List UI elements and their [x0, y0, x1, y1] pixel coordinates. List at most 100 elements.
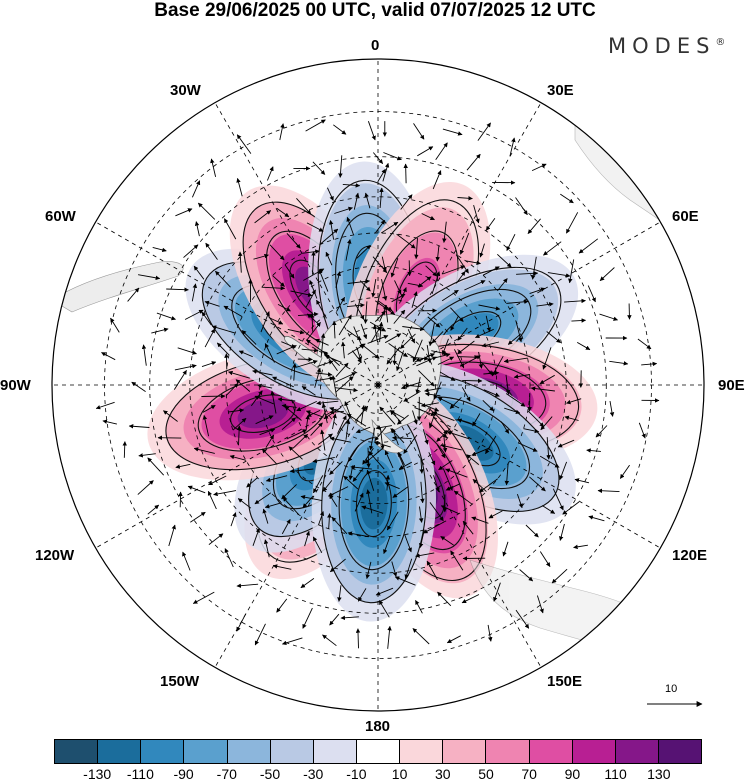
- wind-vector: [122, 441, 127, 458]
- wind-vector: [387, 625, 392, 649]
- colorbar-swatch: [184, 740, 228, 763]
- wind-vector: [335, 372, 357, 383]
- wind-vector: [559, 523, 565, 541]
- wind-vector: [442, 437, 448, 453]
- colorbar: [54, 739, 702, 764]
- wind-vector: [504, 463, 510, 486]
- wind-vector: [392, 486, 409, 498]
- wind-vector: [518, 442, 538, 452]
- wind-vector: [419, 457, 424, 474]
- wind-vector: [318, 433, 333, 445]
- wind-vector: [449, 397, 462, 409]
- wind-vector: [536, 595, 544, 614]
- wind-vector: [407, 329, 416, 344]
- wind-vector: [457, 327, 468, 341]
- wind-vector: [292, 433, 308, 449]
- wind-vector: [519, 569, 534, 582]
- wind-vector: [320, 333, 326, 357]
- wind-vector: [334, 206, 353, 214]
- wind-vector: [502, 541, 509, 557]
- wind-vector: [360, 323, 368, 340]
- wind-vector: [312, 161, 326, 175]
- wind-vector: [415, 600, 423, 614]
- wind-vector: [440, 536, 454, 546]
- wind-vector: [543, 241, 562, 256]
- wind-vector: [281, 519, 291, 535]
- lon-label-120e: 120E: [672, 547, 708, 564]
- wind-vector: [599, 267, 615, 282]
- wind-vector: [571, 318, 587, 323]
- lon-label-0: 0: [371, 37, 380, 54]
- wind-vector: [488, 510, 503, 519]
- wind-vector: [329, 494, 338, 507]
- wind-vector: [356, 347, 362, 362]
- wind-vector: [307, 313, 320, 326]
- wind-vector: [477, 122, 491, 141]
- wind-vector: [152, 246, 167, 253]
- wind-vector: [223, 305, 243, 317]
- wind-vector: [403, 163, 408, 184]
- wind-vector: [347, 279, 371, 284]
- wind-vector: [393, 309, 406, 324]
- meridian-line: [377, 384, 542, 668]
- vector-scale-label: 10: [665, 683, 678, 695]
- wind-vector: [438, 460, 453, 471]
- colorbar-swatch: [98, 740, 142, 763]
- wind-vector: [318, 511, 325, 526]
- wind-vector: [191, 283, 198, 302]
- wind-vector: [277, 304, 291, 312]
- colorbar-swatch: [55, 740, 99, 763]
- wind-vector: [326, 187, 334, 201]
- wind-vector: [442, 128, 463, 136]
- registered-mark: ®: [715, 37, 726, 48]
- wind-vector: [523, 428, 540, 434]
- wind-vector: [354, 492, 364, 512]
- wind-vector: [177, 347, 197, 355]
- wind-vector: [302, 607, 313, 629]
- wind-vector: [529, 287, 546, 295]
- wind-vector: [224, 218, 237, 240]
- meridian-line: [377, 221, 661, 386]
- wind-vector: [235, 379, 251, 392]
- wind-vector: [507, 333, 522, 345]
- wind-vector: [410, 356, 429, 361]
- wind-vector: [366, 489, 373, 514]
- wind-vector: [228, 370, 250, 379]
- logo-text: MODES: [608, 34, 716, 58]
- wind-vector: [527, 410, 545, 428]
- wind-vector: [396, 233, 416, 249]
- wind-vector: [253, 253, 269, 260]
- wind-vector: [482, 266, 500, 276]
- colorbar-swatch: [356, 740, 401, 763]
- wind-vector: [417, 401, 440, 412]
- wind-vector: [462, 378, 483, 384]
- wind-vector: [346, 303, 365, 308]
- lon-label-180: 180: [365, 718, 391, 735]
- wind-vector: [279, 123, 285, 141]
- wind-vector: [345, 419, 351, 440]
- wind-vector: [316, 299, 327, 319]
- wind-vector: [356, 244, 371, 259]
- wind-vector: [432, 416, 448, 435]
- colorbar-swatch: [443, 740, 487, 763]
- wind-vector: [505, 374, 511, 395]
- wind-vector: [313, 475, 324, 494]
- wind-vector: [347, 343, 366, 355]
- wind-vector: [391, 428, 399, 446]
- wind-vector: [236, 177, 243, 197]
- lon-label-60e: 60E: [672, 208, 699, 225]
- wind-vector: [403, 390, 421, 402]
- wind-vector: [525, 524, 539, 538]
- wind-vector: [261, 285, 286, 291]
- wind-vector: [257, 383, 273, 389]
- wind-vector: [286, 429, 308, 440]
- wind-vector: [236, 425, 242, 446]
- wind-vector: [316, 400, 339, 406]
- wind-vector: [236, 613, 247, 632]
- wind-vector: [229, 454, 247, 461]
- wind-vector: [175, 463, 191, 469]
- wind-vector: [418, 370, 435, 387]
- wind-vector: [230, 512, 237, 527]
- wind-vector: [190, 511, 206, 523]
- south-pole-marker: [375, 382, 381, 388]
